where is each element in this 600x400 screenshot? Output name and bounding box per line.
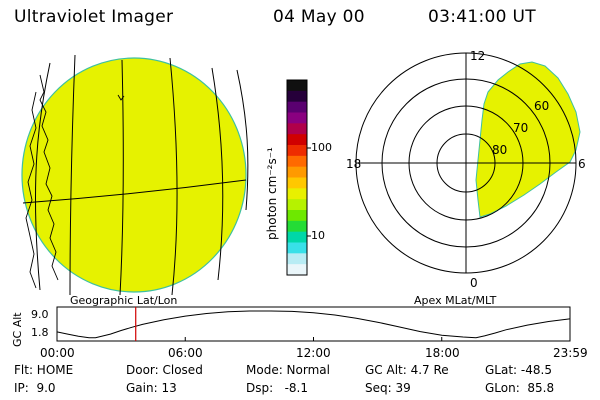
colorbar-segment [287, 188, 307, 200]
orbit-x-ticks [56, 337, 571, 341]
polar-plot [355, 52, 581, 274]
geo-panel-caption: Geographic Lat/Lon [70, 294, 177, 307]
colorbar-segment [287, 123, 307, 135]
status-gain: Gain: 13 [126, 381, 177, 395]
colorbar-segment [287, 264, 307, 276]
orbit-altitude-line [56, 310, 570, 339]
geo-latitude-line [22, 179, 247, 204]
orbit-plot-frame [56, 306, 571, 342]
colorbar-segment [287, 177, 307, 189]
orbit-ylabel: GC Alt [11, 312, 24, 347]
time-label: 03:41:00 UT [428, 7, 536, 27]
colorbar-tick-10: 10 [311, 229, 325, 242]
mlt-label-12: 12 [470, 49, 485, 63]
orbit-ytick-bottom: 1.8 [31, 326, 49, 339]
mlt-label-6: 6 [578, 157, 586, 171]
orbit-xtick-3: 18:00 [425, 346, 460, 360]
status-flt: Flt: HOME [14, 363, 74, 377]
orbit-xtick-2: 12:00 [296, 346, 331, 360]
colorbar-segment [287, 253, 307, 265]
colorbar-segment [287, 155, 307, 168]
status-door: Door: Closed [126, 363, 203, 377]
colorbar-segment [287, 112, 307, 124]
colorbar-segment [287, 80, 307, 92]
colorbar [286, 79, 311, 276]
geo-meridians [34, 54, 249, 296]
status-gcalt: GC Alt: 4.7 Re [365, 363, 449, 377]
status-glat: GLat: -48.5 [485, 363, 552, 377]
orbit-altitude-chart [56, 306, 571, 342]
orbit-xtick-0: 00:00 [40, 346, 75, 360]
instrument-title: Ultraviolet Imager [14, 7, 174, 27]
colorbar-frame [286, 79, 308, 276]
orbit-xtick-1: 06:00 [168, 346, 203, 360]
colorbar-segment [287, 210, 307, 222]
orbit-ytick-top: 9.0 [31, 308, 49, 321]
orbit-xtick-4: 23:59 [553, 346, 588, 360]
auroral-disk [21, 57, 247, 293]
colorbar-segment [287, 101, 307, 114]
polar-auroral-region [475, 61, 581, 218]
colorbar-segment [287, 242, 307, 254]
mlt-label-18: 18 [346, 157, 361, 171]
colorbar-segment [287, 145, 307, 157]
colorbar-segment [287, 199, 307, 211]
date-label: 04 May 00 [273, 7, 365, 27]
coastline [25, 74, 125, 289]
status-dsp: Dsp: -8.1 [246, 381, 309, 395]
mlt-label-0: 0 [470, 276, 478, 290]
colorbar-segment [287, 134, 307, 146]
mlat-label-60: 60 [534, 99, 549, 113]
status-mode: Mode: Normal [246, 363, 330, 377]
status-seq: Seq: 39 [365, 381, 411, 395]
mlat-label-80: 80 [492, 143, 507, 157]
polar-panel-caption: Apex MLat/MLT [414, 294, 497, 307]
colorbar-tick-100: 100 [311, 141, 332, 154]
status-ip: IP: 9.0 [14, 381, 56, 395]
mlat-label-70: 70 [513, 121, 528, 135]
colorbar-segment [287, 231, 307, 244]
colorbar-unit-label: photon cm⁻²s⁻¹ [265, 147, 279, 240]
colorbar-segment [287, 90, 307, 103]
colorbar-segment [287, 220, 307, 233]
colorbar-segment [287, 166, 307, 179]
status-glon: GLon: 85.8 [485, 381, 555, 395]
